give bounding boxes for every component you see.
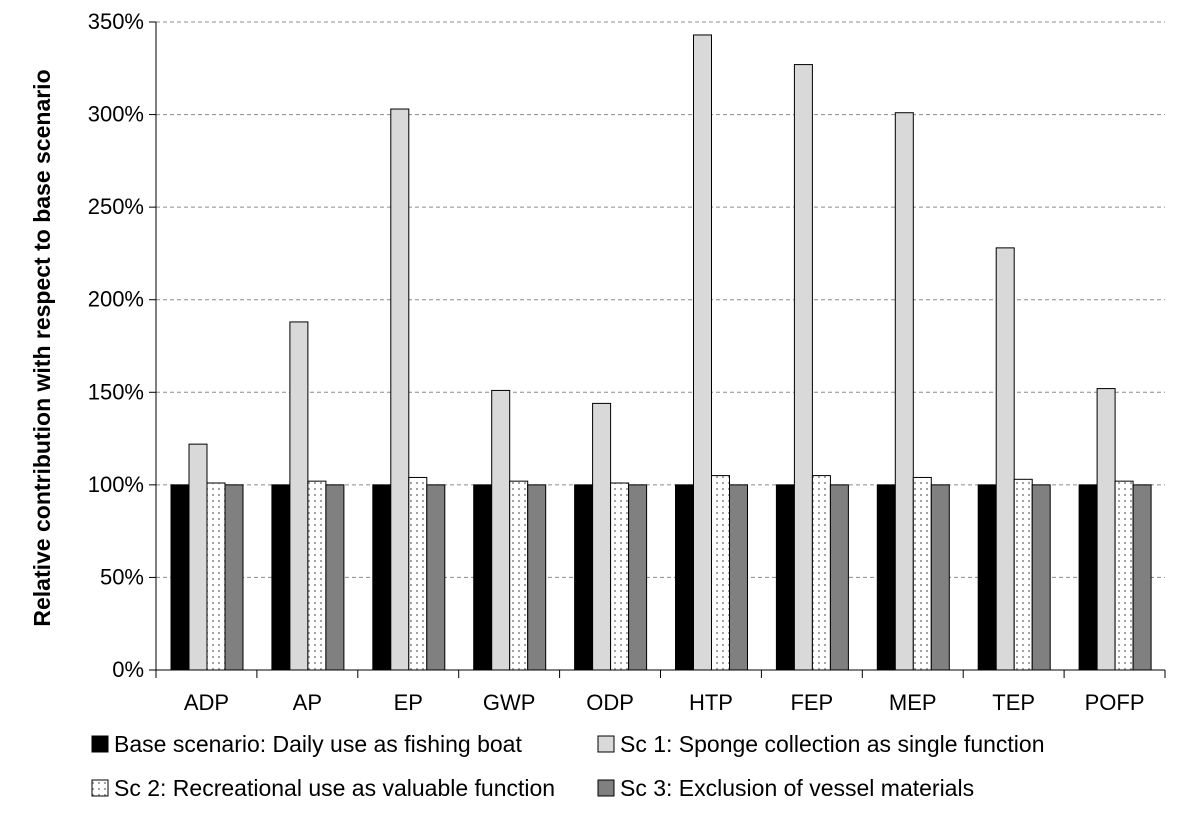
y-axis-title: Relative contribution with respect to ba…	[29, 69, 55, 626]
legend: Base scenario: Daily use as fishing boat…	[91, 731, 1045, 801]
bar	[527, 484, 547, 671]
legend-label: Base scenario: Daily use as fishing boat	[114, 731, 522, 757]
bar	[693, 34, 712, 671]
bar	[325, 484, 345, 671]
axes: 0% 50% 100% 150% 200% 250% 300% 350% ADP AP EP GWP O…	[88, 9, 1166, 715]
bar	[372, 484, 392, 671]
bar	[188, 443, 208, 671]
bar	[1132, 484, 1152, 671]
bar	[811, 475, 831, 671]
bar	[592, 402, 612, 671]
bar	[977, 484, 997, 671]
y-tick-label: 350%	[88, 9, 144, 34]
y-tick-label: 300%	[88, 102, 144, 127]
y-tick-label: 50%	[100, 564, 144, 589]
bar	[1096, 388, 1116, 671]
bar	[912, 476, 932, 671]
legend-swatch	[91, 735, 109, 753]
bar	[775, 484, 795, 671]
bar	[408, 476, 428, 671]
bar	[224, 484, 244, 671]
bar	[829, 484, 849, 671]
bar	[610, 482, 630, 671]
bar	[206, 482, 226, 671]
bar	[930, 484, 950, 671]
bars	[170, 34, 1152, 671]
bar	[711, 475, 730, 671]
bar	[1031, 484, 1051, 671]
bar	[509, 480, 529, 671]
bar	[729, 484, 748, 671]
x-tick-label: HTP	[689, 690, 733, 715]
x-tick-label: ODP	[586, 690, 634, 715]
y-tick-label: 100%	[88, 472, 144, 497]
x-tick-label: MEP	[889, 690, 937, 715]
legend-label: Sc 2: Recreational use as valuable funct…	[114, 775, 555, 801]
legend-swatch	[597, 735, 615, 753]
bar	[628, 484, 648, 671]
x-tick-label: AP	[293, 690, 322, 715]
bar	[473, 484, 493, 671]
bar	[675, 484, 694, 671]
y-tick-label: 200%	[88, 287, 144, 312]
x-tick-label: EP	[394, 690, 423, 715]
legend-swatch	[91, 779, 109, 797]
bar	[426, 484, 446, 671]
bar	[491, 389, 511, 671]
bar	[1013, 478, 1033, 671]
bar	[289, 321, 309, 671]
y-tick-label: 250%	[88, 194, 144, 219]
x-tick-label: GWP	[483, 690, 536, 715]
bar	[271, 484, 291, 671]
bar	[574, 484, 594, 671]
x-tick-label: ADP	[184, 690, 229, 715]
bar	[390, 108, 410, 671]
x-tick-label: FEP	[790, 690, 833, 715]
y-tick-label: 150%	[88, 379, 144, 404]
bar	[307, 480, 327, 671]
legend-label: Sc 3: Exclusion of vessel materials	[620, 775, 974, 801]
bar	[876, 484, 896, 671]
bar	[793, 64, 813, 671]
bar	[1078, 484, 1098, 671]
bar	[1114, 480, 1134, 671]
legend-label: Sc 1: Sponge collection as single functi…	[620, 731, 1045, 757]
x-tick-label: TEP	[992, 690, 1035, 715]
bar	[995, 247, 1015, 671]
bar	[894, 112, 914, 671]
bar	[170, 484, 190, 671]
x-tick-label: POFP	[1085, 690, 1145, 715]
legend-swatch	[597, 779, 615, 797]
y-tick-label: 0%	[112, 657, 144, 682]
